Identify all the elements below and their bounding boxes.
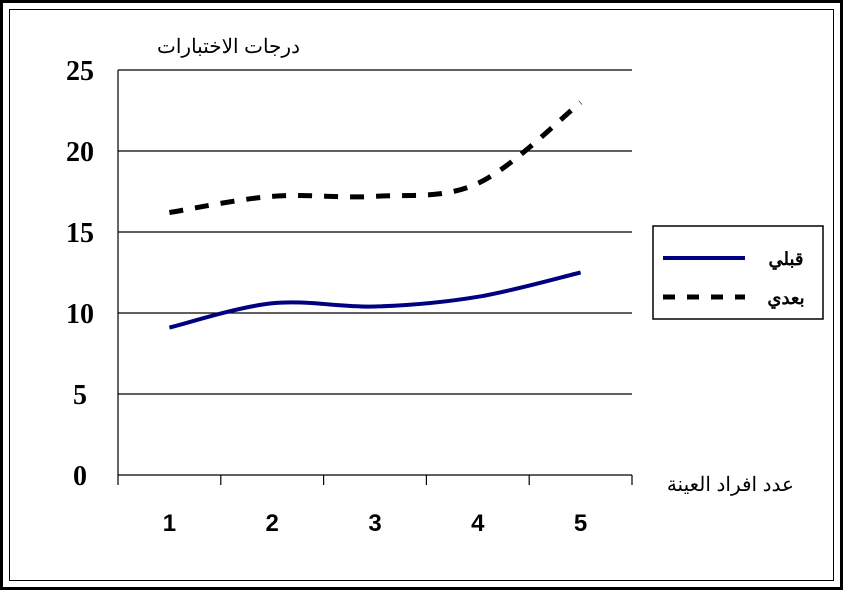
x-tick-label: 3 — [368, 510, 381, 537]
x-tick-label: 1 — [163, 510, 176, 537]
x-tick-label: 4 — [471, 510, 485, 537]
gridlines — [118, 69, 632, 395]
y-axis-title: درجات الاختبارات — [157, 36, 300, 58]
x-tick-labels: 1 2 3 4 5 — [163, 510, 588, 537]
series-lines — [168, 100, 583, 330]
x-tick-label: 2 — [266, 510, 279, 537]
y-tick-label: 0 — [73, 461, 87, 492]
legend-box — [652, 225, 824, 320]
y-tick-label: 10 — [66, 299, 94, 330]
x-tick-label: 5 — [574, 510, 587, 537]
y-tick-label: 15 — [66, 218, 94, 249]
chart-inner-frame — [9, 9, 834, 581]
series-line-2 — [169, 100, 583, 216]
series-line-1 — [168, 270, 582, 330]
x-axis-title: عدد افراد العينة — [667, 474, 794, 496]
y-tick-labels: 0 5 10 15 20 25 — [66, 56, 94, 492]
legend: قبلي بعدي — [652, 225, 824, 320]
axes — [117, 70, 633, 485]
legend-label-1: قبلي — [769, 249, 804, 270]
y-tick-label: 20 — [66, 137, 94, 168]
y-tick-label: 25 — [66, 56, 94, 87]
y-tick-label: 5 — [73, 380, 87, 411]
legend-label-2: بعدي — [767, 288, 804, 309]
